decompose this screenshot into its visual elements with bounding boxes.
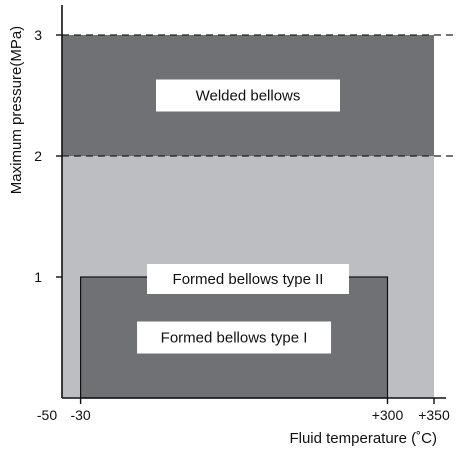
x-tick-label-300: +300 <box>372 407 404 423</box>
region-label-boxes: Formed bellows type II Welded bellows Form… <box>137 79 349 354</box>
x-axis-title: Fluid temperature (˚C) <box>289 430 437 447</box>
y-tick-label-3: 3 <box>34 27 42 43</box>
x-tick-label-50: -50 <box>37 407 57 423</box>
region-label-formed-bellows-type-i: Formed bellows type I <box>161 330 308 347</box>
y-tick-label-1: 1 <box>34 269 42 285</box>
region-label-welded-bellows: Welded bellows <box>196 88 301 105</box>
region-label-box-formed-bellows-type-ii <box>147 264 349 294</box>
region-label-box-welded-bellows <box>156 79 340 112</box>
reference-lines <box>62 34 456 157</box>
x-tick-label-30: -30 <box>70 407 90 423</box>
region-label-box-formed-bellows-type-i <box>137 321 332 354</box>
axes <box>61 5 446 399</box>
region-label-formed-bellows-type-ii: Formed bellows type II <box>173 271 324 288</box>
x-tick-label-350: +350 <box>418 407 450 423</box>
y-axis-title: Maximum pressure(MPa) <box>8 26 25 194</box>
ticks: 1 2 3 -50 -30 +300 +350 <box>34 27 450 423</box>
y-tick-label-2: 2 <box>34 148 42 164</box>
